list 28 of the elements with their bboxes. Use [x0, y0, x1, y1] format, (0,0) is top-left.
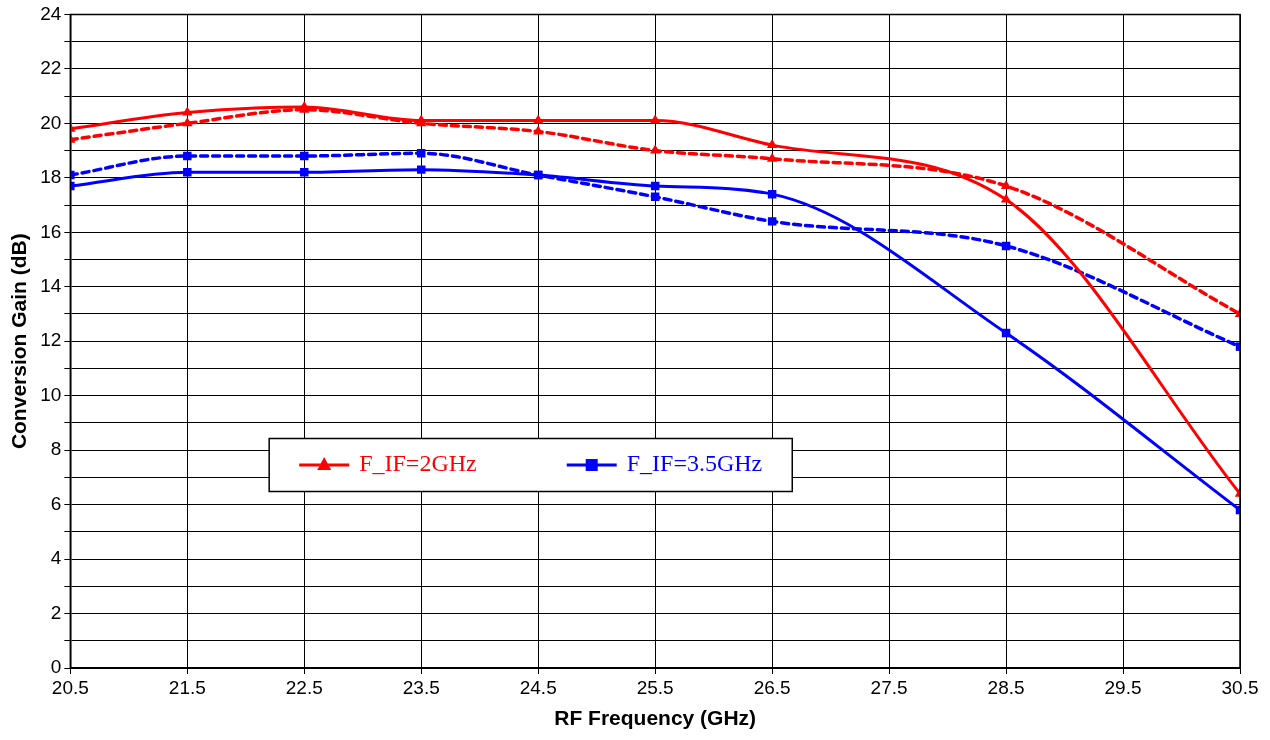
x-tick-label: 23.5 [402, 676, 440, 698]
legend-label: F_IF=3.5GHz [626, 450, 763, 477]
y-tick-label: 0 [50, 656, 62, 678]
y-tick-label: 22 [40, 57, 62, 79]
y-tick-label: 6 [50, 492, 62, 514]
y-tick-label: 16 [40, 220, 62, 242]
y-tick-label: 10 [40, 383, 62, 405]
x-tick-label: 21.5 [168, 676, 206, 698]
x-tick-label: 27.5 [870, 676, 908, 698]
x-tick-label: 20.5 [51, 676, 89, 698]
y-tick-label: 18 [40, 166, 62, 188]
y-tick-label: 24 [40, 2, 62, 24]
y-axis-title: Conversion Gain (dB) [7, 233, 31, 450]
y-tick-label: 4 [50, 547, 62, 569]
y-tick-label: 8 [50, 438, 62, 460]
x-tick-label: 25.5 [636, 676, 674, 698]
y-tick-label: 20 [40, 111, 62, 133]
legend-label: F_IF=2GHz [359, 450, 477, 477]
x-tick-label: 30.5 [1221, 676, 1259, 698]
x-tick-label: 24.5 [519, 676, 557, 698]
y-tick-label: 12 [40, 329, 62, 351]
x-tick-label: 22.5 [285, 676, 323, 698]
x-tick-label: 29.5 [1104, 676, 1142, 698]
y-tick-label: 14 [40, 274, 62, 296]
x-axis-title: RF Frequency (GHz) [554, 706, 757, 730]
x-tick-label: 28.5 [987, 676, 1025, 698]
y-tick-label: 2 [50, 601, 62, 623]
x-tick-label: 26.5 [753, 676, 791, 698]
